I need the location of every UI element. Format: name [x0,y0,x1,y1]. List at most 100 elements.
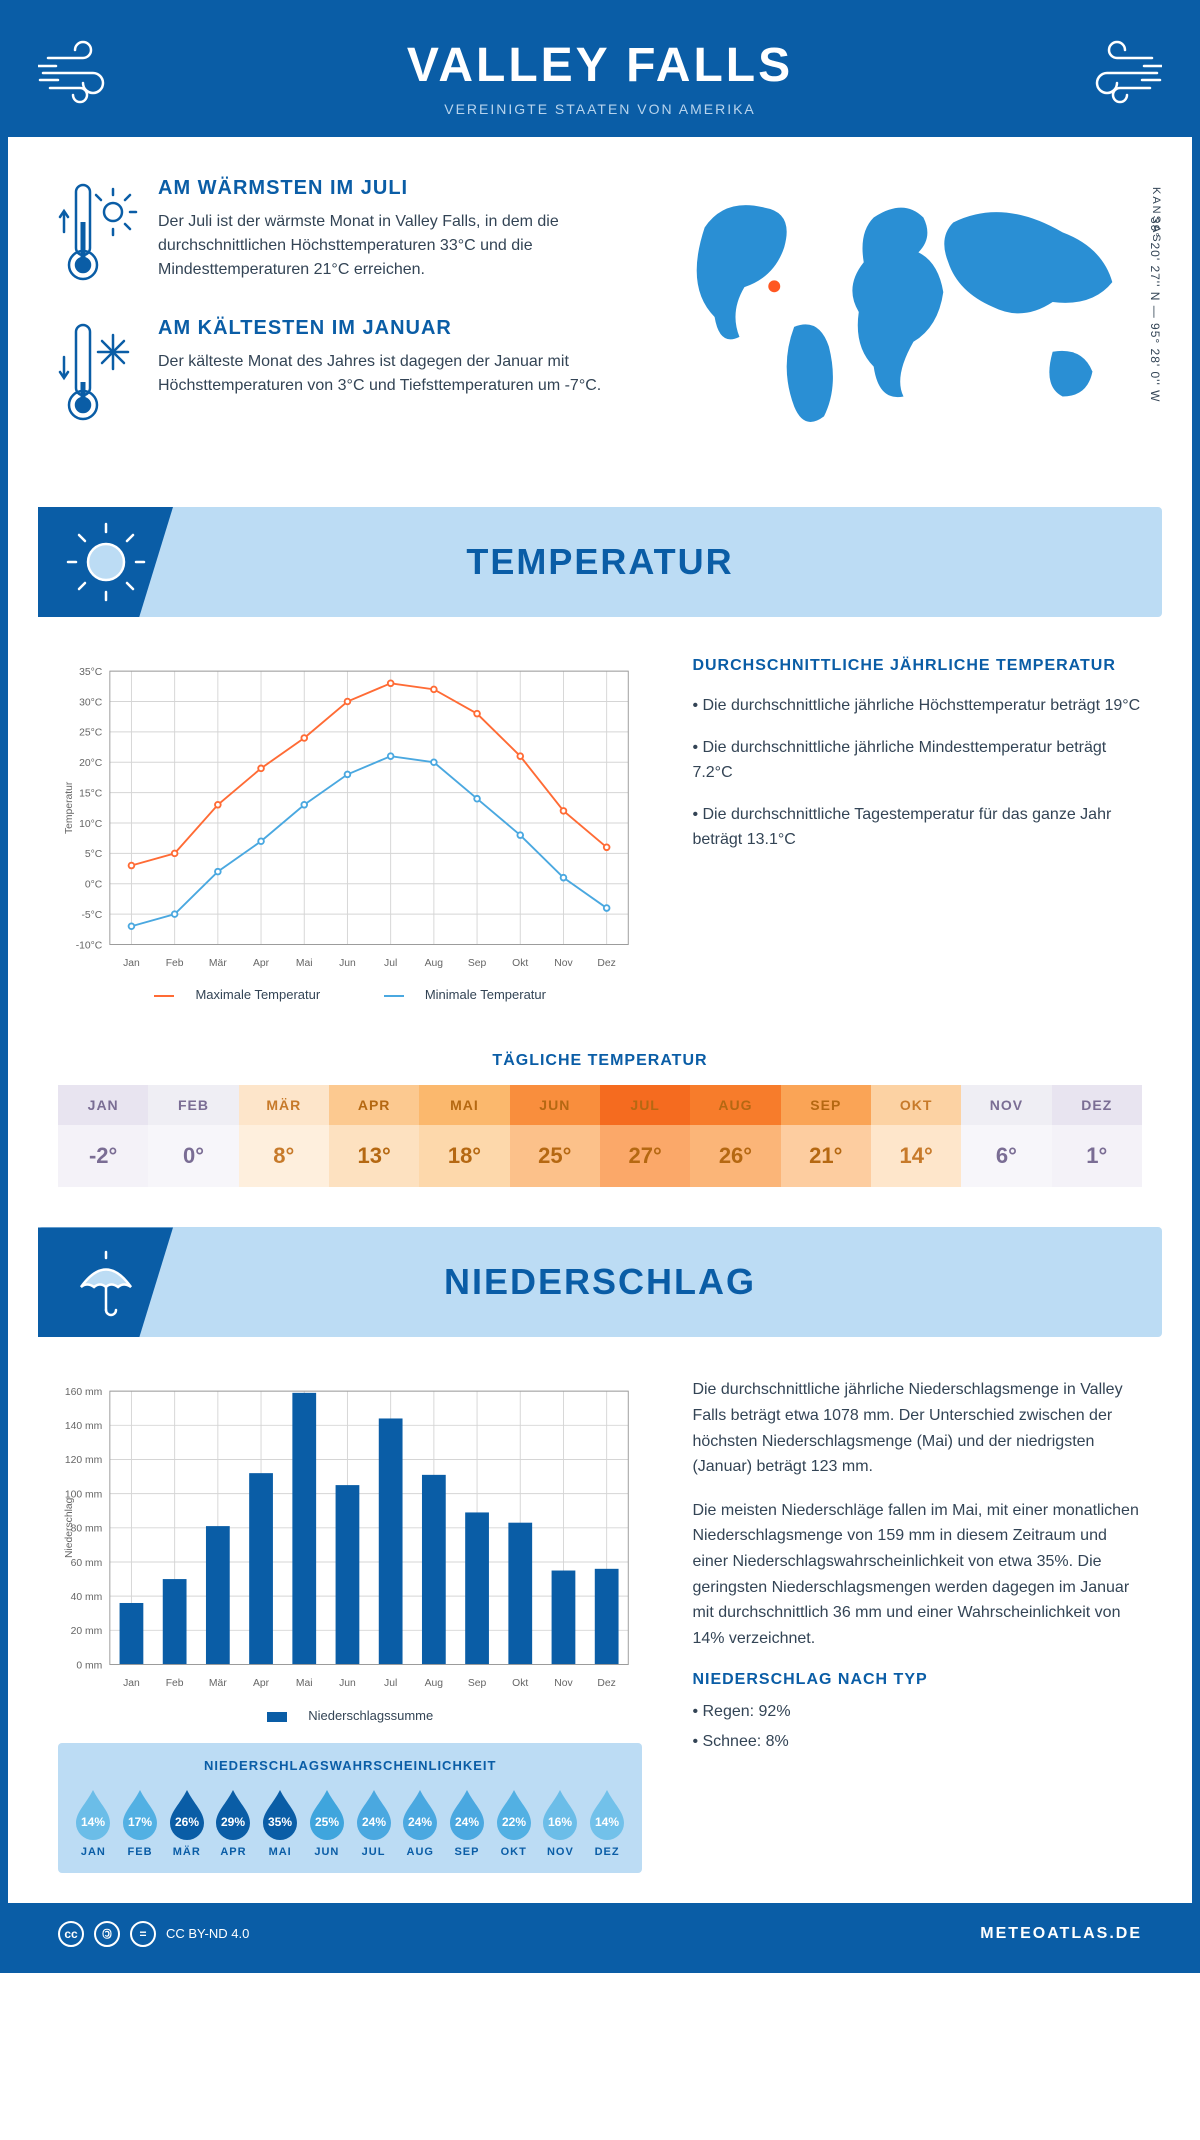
svg-text:Niederschlag: Niederschlag [64,1498,75,1559]
warm-fact: AM WÄRMSTEN IM JULI Der Juli ist der wär… [58,177,605,287]
svg-text:-5°C: -5°C [81,910,102,921]
svg-text:26%: 26% [175,1815,199,1829]
temp-col: JUL 27° [600,1085,690,1187]
daily-temp-title: TÄGLICHE TEMPERATUR [8,1052,1192,1070]
probability-item: 16% NOV [537,1788,584,1858]
temperature-section-title: TEMPERATUR [466,541,733,583]
svg-text:Sep: Sep [468,1679,487,1690]
svg-text:80 mm: 80 mm [71,1524,103,1535]
probability-box: NIEDERSCHLAGSWAHRSCHEINLICHKEIT 14% JAN … [58,1743,642,1873]
svg-text:Nov: Nov [554,1679,573,1690]
svg-text:Dez: Dez [597,958,615,969]
svg-text:20°C: 20°C [79,758,103,769]
infographic-frame: VALLEY FALLS VEREINIGTE STAATEN VON AMER… [0,0,1200,1973]
temperature-banner: TEMPERATUR [38,507,1162,617]
warm-fact-text: Der Juli ist der wärmste Monat in Valley… [158,210,605,282]
probability-item: 17% FEB [117,1788,164,1858]
temp-col: OKT 14° [871,1085,961,1187]
svg-text:17%: 17% [128,1815,152,1829]
temp-bullet: • Die durchschnittliche jährliche Höchst… [692,693,1142,719]
svg-text:Jan: Jan [123,958,140,969]
cold-fact-text: Der kälteste Monat des Jahres ist dagege… [158,350,605,398]
warm-fact-title: AM WÄRMSTEN IM JULI [158,177,605,200]
temp-col: SEP 21° [781,1085,871,1187]
svg-text:140 mm: 140 mm [65,1422,102,1433]
svg-text:29%: 29% [221,1815,245,1829]
svg-text:35°C: 35°C [79,667,103,678]
wind-icon [38,38,128,108]
precip-paragraph: Die meisten Niederschläge fallen im Mai,… [692,1498,1142,1652]
svg-text:Okt: Okt [512,958,528,969]
svg-text:Mai: Mai [296,1679,313,1690]
temp-col: DEZ 1° [1052,1085,1142,1187]
precip-type-item: • Schnee: 8% [692,1729,1142,1755]
svg-text:Jul: Jul [384,958,397,969]
temp-bullet: • Die durchschnittliche Tagestemperatur … [692,802,1142,853]
by-icon: 🄯 [94,1921,120,1947]
thermometer-hot-icon [58,177,138,287]
precip-by-type-items: • Regen: 92%• Schnee: 8% [692,1699,1142,1754]
intro-section: AM WÄRMSTEN IM JULI Der Juli ist der wär… [8,137,1192,487]
svg-text:35%: 35% [268,1815,292,1829]
probability-item: 14% JAN [70,1788,117,1858]
precipitation-section-title: NIEDERSCHLAG [444,1261,756,1303]
temperature-line-chart: -10°C-5°C0°C5°C10°C15°C20°C25°C30°C35°CJ… [58,657,642,977]
probability-item: 14% DEZ [584,1788,631,1858]
precipitation-chart-legend: Niederschlagssumme [58,1708,642,1723]
wind-icon [1072,38,1162,108]
svg-text:Aug: Aug [425,1679,444,1690]
svg-text:24%: 24% [408,1815,432,1829]
svg-text:Mär: Mär [209,958,227,969]
svg-text:25%: 25% [315,1815,339,1829]
temp-col: AUG 26° [690,1085,780,1187]
svg-text:14%: 14% [81,1815,105,1829]
page-title: VALLEY FALLS [28,38,1172,93]
coordinates: 39° 20' 27'' N — 95° 28' 0'' W [1148,217,1162,402]
temp-col: JUN 25° [510,1085,600,1187]
svg-text:5°C: 5°C [85,849,103,860]
precipitation-section: 0 mm20 mm40 mm60 mm80 mm100 mm120 mm140 … [8,1357,1192,1902]
world-map [645,177,1142,437]
cc-icon: cc [58,1921,84,1947]
svg-text:Mär: Mär [209,1679,227,1690]
precip-paragraph: Die durchschnittliche jährliche Niedersc… [692,1377,1142,1479]
svg-text:120 mm: 120 mm [65,1456,102,1467]
svg-text:Sep: Sep [468,958,487,969]
svg-text:Nov: Nov [554,958,573,969]
temp-col: MÄR 8° [239,1085,329,1187]
svg-text:24%: 24% [455,1815,479,1829]
precipitation-banner: NIEDERSCHLAG [38,1227,1162,1337]
svg-text:Feb: Feb [166,958,184,969]
svg-text:Aug: Aug [425,958,444,969]
svg-text:-10°C: -10°C [76,940,103,951]
svg-text:Jul: Jul [384,1679,397,1690]
thermometer-cold-icon [58,317,138,427]
temp-col: NOV 6° [961,1085,1051,1187]
svg-text:Feb: Feb [166,1679,184,1690]
svg-text:25°C: 25°C [79,728,103,739]
header: VALLEY FALLS VEREINIGTE STAATEN VON AMER… [8,8,1192,137]
temperature-chart-legend: Maximale Temperatur Minimale Temperatur [58,987,642,1002]
umbrella-icon [38,1227,173,1337]
page-subtitle: VEREINIGTE STAATEN VON AMERIKA [28,101,1172,117]
svg-text:160 mm: 160 mm [65,1387,102,1398]
svg-text:24%: 24% [362,1815,386,1829]
svg-text:30°C: 30°C [79,697,103,708]
svg-text:22%: 22% [502,1815,526,1829]
temp-info-bullets: • Die durchschnittliche jährliche Höchst… [692,693,1142,853]
svg-text:20 mm: 20 mm [71,1627,103,1638]
svg-text:16%: 16% [548,1815,572,1829]
svg-text:Apr: Apr [253,958,270,969]
svg-text:0°C: 0°C [85,880,103,891]
footer: cc 🄯 = CC BY-ND 4.0 METEOATLAS.DE [8,1903,1192,1965]
probability-item: 24% AUG [397,1788,444,1858]
license-block: cc 🄯 = CC BY-ND 4.0 [58,1921,249,1947]
svg-text:14%: 14% [595,1815,619,1829]
svg-text:40 mm: 40 mm [71,1592,103,1603]
license-text: CC BY-ND 4.0 [166,1926,249,1941]
svg-text:Dez: Dez [597,1679,615,1690]
probability-item: 24% JUL [350,1788,397,1858]
svg-text:0 mm: 0 mm [76,1661,102,1672]
temp-bullet: • Die durchschnittliche jährliche Mindes… [692,735,1142,786]
precip-by-type-title: NIEDERSCHLAG NACH TYP [692,1671,1142,1689]
